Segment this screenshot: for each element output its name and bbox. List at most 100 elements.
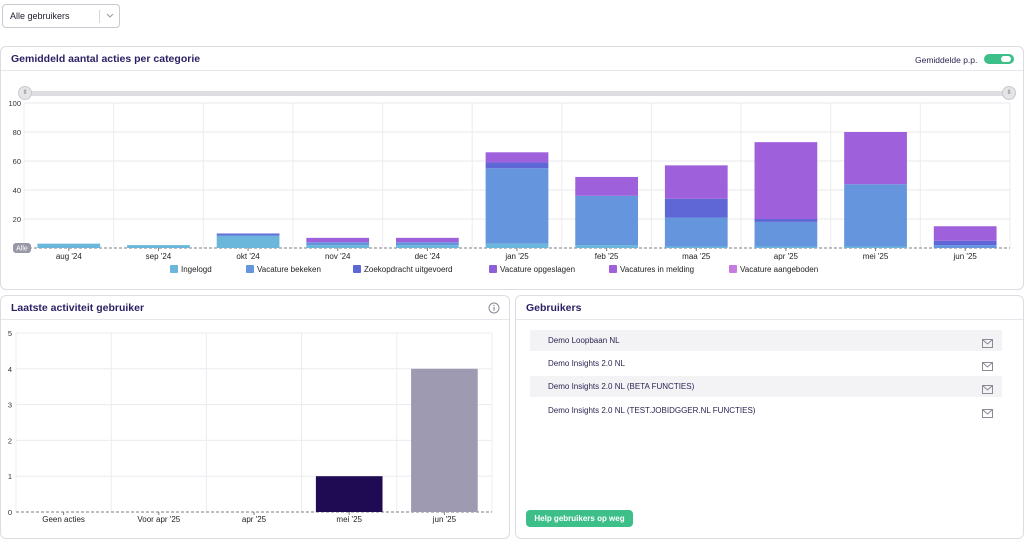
range-handle-right-grip: II: [1007, 90, 1011, 96]
activity-chart-title: Laatste activiteit gebruiker: [11, 302, 145, 314]
y-tick-label: 1: [8, 472, 12, 481]
bar-segment: [216, 233, 280, 235]
x-tick-label: mei '25: [336, 515, 362, 524]
bar-segment: [754, 142, 818, 219]
bar-segment: [485, 243, 549, 248]
info-icon[interactable]: [488, 301, 500, 319]
user-name: Demo Insights 2.0 NL (TEST.JOBIDGGER.NL …: [548, 406, 756, 415]
mail-icon[interactable]: [982, 335, 993, 353]
select-separator: [99, 10, 100, 23]
user-row[interactable]: Demo Insights 2.0 NL (TEST.JOBIDGGER.NL …: [530, 400, 1002, 421]
y-tick-label: 100: [8, 99, 21, 108]
card-divider: [1, 70, 1023, 71]
user-name: Demo Insights 2.0 NL: [548, 359, 625, 368]
bar-segment: [933, 240, 997, 246]
bar-segment: [575, 176, 639, 196]
x-tick-label: okt '24: [236, 252, 260, 261]
range-handle-left[interactable]: II: [18, 86, 32, 100]
users-card-title: Gebruikers: [526, 302, 582, 314]
bar-segment: [664, 246, 728, 248]
mail-icon[interactable]: [982, 358, 993, 376]
chevron-down-icon: [104, 8, 116, 29]
bar-segment: [575, 245, 639, 248]
legend-label: Vacature bekeken: [257, 265, 321, 274]
range-slider-track[interactable]: [24, 91, 1010, 96]
y-tick-label: 20: [13, 215, 21, 224]
legend-swatch: [246, 265, 254, 273]
x-tick-label: jun '25: [432, 515, 457, 524]
all-tag-label: Alle: [16, 246, 28, 253]
activity-bar-chart: 0 1 2 3 4 5 Geen acties Voor apr '25 apr '25 mei …: [8, 329, 493, 524]
bar-segment: [754, 221, 818, 247]
mail-icon[interactable]: [982, 381, 993, 399]
bar-segment: [306, 242, 370, 246]
bar-segment: [664, 198, 728, 218]
x-tick-label: feb '25: [595, 252, 619, 261]
legend-swatch: [353, 265, 361, 273]
y-tick-label: 0: [8, 508, 12, 517]
x-tick-label: sep '24: [146, 252, 172, 261]
x-tick-label: Voor apr '25: [137, 515, 180, 524]
bar-segment: [664, 165, 728, 199]
toggle-knob: [1001, 56, 1011, 62]
y-tick-label: 2: [8, 436, 12, 445]
y-tick-label: 5: [8, 329, 12, 338]
y-tick-label: 80: [13, 128, 21, 137]
legend-swatch: [609, 265, 617, 273]
x-tick-label: dec '24: [415, 252, 441, 261]
x-tick-label: jun '25: [953, 252, 978, 261]
average-toggle-label: Gemiddelde p.p.: [915, 55, 978, 65]
x-tick-label: maa '25: [682, 252, 711, 261]
bar-segment: [844, 132, 907, 185]
x-tick-label: nov '24: [325, 252, 351, 261]
card-divider: [516, 319, 1023, 320]
user-row[interactable]: Demo Insights 2.0 NL: [530, 353, 1002, 374]
range-handle-right[interactable]: II: [1002, 86, 1016, 100]
average-toggle[interactable]: [984, 54, 1014, 64]
x-tick-label: apr '25: [242, 515, 267, 524]
bar-segment: [37, 243, 101, 248]
bar-segment: [754, 246, 818, 248]
legend-label: Ingelogd: [181, 265, 212, 274]
user-filter-select[interactable]: Alle gebruikers: [2, 4, 120, 28]
bar-segment: [754, 219, 818, 222]
y-tick-label: 40: [13, 186, 21, 195]
bar-segment: [216, 236, 280, 248]
bar-segment: [306, 245, 370, 248]
bar-segment: [485, 162, 549, 169]
bar-segment: [933, 226, 997, 241]
bar-segment: [395, 245, 459, 248]
bar-segment: [844, 246, 907, 248]
bar-segment: [485, 152, 549, 163]
user-filter-value: Alle gebruikers: [10, 11, 70, 21]
actions-chart-title: Gemiddeld aantal acties per categorie: [11, 53, 201, 65]
bar-segment: [664, 217, 728, 247]
bar-segment: [933, 245, 997, 248]
user-row[interactable]: Demo Loopbaan NL: [530, 330, 1002, 351]
user-name: Demo Loopbaan NL: [548, 336, 620, 345]
card-divider: [1, 319, 509, 320]
legend-label: Vacatures in melding: [620, 265, 694, 274]
y-tick-label: 4: [8, 365, 12, 374]
bar-segment: [844, 184, 907, 247]
legend-label: Vacature opgeslagen: [500, 265, 575, 274]
mail-icon[interactable]: [982, 405, 993, 423]
y-tick-label: 60: [13, 157, 21, 166]
bar-segment: [575, 195, 639, 246]
x-tick-label: jan '25: [504, 252, 529, 261]
help-users-button[interactable]: Help gebruikers op weg: [526, 510, 633, 527]
bar-segment: [485, 168, 549, 244]
bar: [315, 476, 383, 512]
all-tag: [13, 243, 31, 253]
bar-segment: [216, 234, 280, 237]
bar-segment: [395, 237, 459, 243]
bar-segment: [127, 245, 190, 248]
user-row[interactable]: Demo Insights 2.0 NL (BETA FUNCTIES): [530, 376, 1002, 397]
bar: [411, 368, 478, 512]
bar-segment: [395, 242, 459, 246]
legend-swatch: [170, 265, 178, 273]
bar-segment: [306, 237, 370, 243]
user-name: Demo Insights 2.0 NL (BETA FUNCTIES): [548, 382, 695, 391]
x-tick-label: Geen acties: [42, 515, 85, 524]
